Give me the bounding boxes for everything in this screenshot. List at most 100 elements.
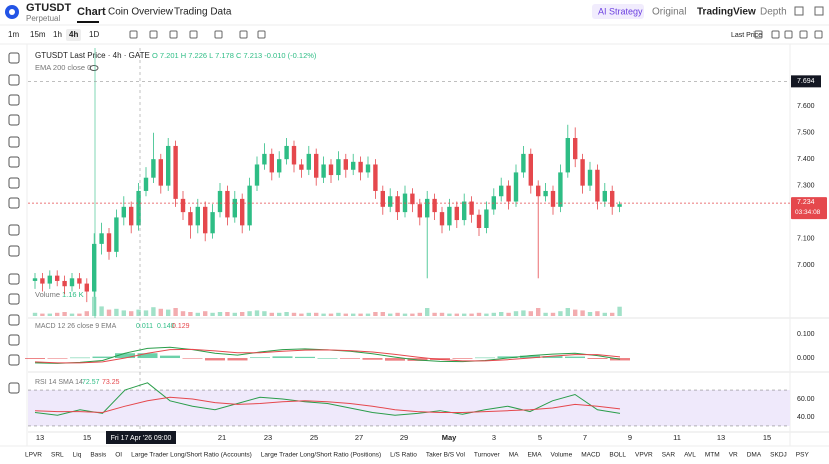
macd-histogram bbox=[70, 357, 90, 359]
volume-bar bbox=[247, 311, 252, 316]
drawing-tool[interactable] bbox=[8, 334, 20, 346]
indicator-tab[interactable]: L/S Ratio bbox=[390, 452, 417, 459]
drawing-tool[interactable] bbox=[8, 74, 20, 86]
indicator-tab[interactable]: SAR bbox=[662, 452, 676, 459]
toolbar-icon[interactable] bbox=[149, 30, 158, 39]
drawing-tool[interactable] bbox=[8, 224, 20, 236]
indicator-tab[interactable]: PSY bbox=[796, 452, 810, 459]
indicator-tab[interactable]: Turnover bbox=[474, 452, 501, 459]
indicator-tab[interactable]: VPVR bbox=[635, 452, 653, 459]
candle-body bbox=[47, 275, 52, 284]
candle-body bbox=[106, 233, 112, 252]
macd-histogram bbox=[362, 358, 383, 360]
indicator-tab[interactable]: SRL bbox=[51, 452, 64, 459]
candle-body bbox=[92, 243, 97, 292]
indicator-tab[interactable]: Large Trader Long/Short Ratio (Positions… bbox=[261, 452, 381, 459]
indicator-tab[interactable]: DMA bbox=[747, 452, 762, 459]
x-tick-label: 7 bbox=[583, 433, 587, 442]
candle-body bbox=[299, 164, 304, 170]
tab[interactable]: Chart bbox=[77, 6, 106, 18]
toolbar-icon[interactable] bbox=[257, 30, 266, 39]
candle-body bbox=[247, 185, 252, 226]
volume-bar bbox=[166, 309, 171, 316]
indicator-tab[interactable]: LPVR bbox=[25, 452, 42, 459]
drawing-tool[interactable] bbox=[8, 245, 20, 257]
x-tick-label: 27 bbox=[355, 433, 363, 442]
toolbar-icon[interactable] bbox=[799, 30, 808, 39]
indicator-tab[interactable]: MTM bbox=[705, 452, 720, 459]
toolbar-icon[interactable] bbox=[784, 30, 793, 39]
indicator-tab[interactable]: EMA bbox=[527, 452, 542, 459]
toolbar-icon[interactable] bbox=[189, 30, 198, 39]
view-tab[interactable]: Original bbox=[652, 7, 686, 18]
view-tab[interactable]: TradingView bbox=[697, 7, 756, 18]
volume-bar bbox=[99, 306, 104, 316]
drawing-tool[interactable] bbox=[8, 354, 20, 366]
indicator-tab[interactable]: Large Trader Long/Short Ratio (Accounts) bbox=[131, 452, 252, 459]
toolbar-icon[interactable] bbox=[239, 30, 248, 39]
macd-histogram bbox=[227, 358, 248, 361]
drawing-tool[interactable] bbox=[8, 314, 20, 326]
drawing-tool[interactable] bbox=[8, 197, 20, 209]
indicator-tab[interactable]: MACD bbox=[581, 452, 600, 459]
indicator-tab[interactable]: VR bbox=[729, 452, 738, 459]
volume-bar bbox=[462, 313, 467, 316]
interval[interactable]: 1h bbox=[53, 30, 62, 39]
y-tick-label: 7.600 bbox=[797, 103, 815, 110]
macd-reading: 0.140 bbox=[157, 323, 175, 330]
drawing-tool[interactable] bbox=[8, 382, 20, 394]
tab[interactable]: Coin Overview bbox=[108, 7, 174, 18]
drawing-tool[interactable] bbox=[8, 293, 20, 305]
volume-bar bbox=[558, 311, 563, 316]
interval[interactable]: 1m bbox=[8, 30, 19, 39]
indicator-tab[interactable]: AVL bbox=[684, 452, 696, 459]
price-type[interactable]: Last Price bbox=[731, 32, 762, 39]
candle-body bbox=[365, 164, 371, 173]
toolbar-icon[interactable] bbox=[129, 30, 138, 39]
volume-bar bbox=[195, 312, 200, 316]
indicator-tab[interactable]: Volume bbox=[551, 452, 573, 459]
interval[interactable]: 15m bbox=[30, 30, 46, 39]
y-tick-label: 60.00 bbox=[797, 396, 815, 403]
toolbar-icon[interactable] bbox=[754, 30, 763, 39]
x-tick-label: 29 bbox=[400, 433, 408, 442]
candle-body bbox=[262, 153, 267, 165]
volume-bar bbox=[595, 311, 600, 316]
indicator-tab[interactable]: Liq bbox=[73, 452, 82, 459]
drawing-tool[interactable] bbox=[8, 273, 20, 285]
rsi-reading: 73.25 bbox=[102, 379, 120, 386]
indicator-tab[interactable]: Taker B/S Vol bbox=[426, 452, 466, 459]
candle-body bbox=[499, 185, 504, 197]
macd-label: MACD 12 26 close 9 EMA bbox=[35, 323, 117, 330]
drawing-tool[interactable] bbox=[8, 136, 20, 148]
drawing-tool[interactable] bbox=[8, 177, 20, 189]
eye-icon[interactable] bbox=[89, 65, 99, 71]
toolbar-icon[interactable] bbox=[771, 30, 780, 39]
chart-title: GTUSDT Last Price · 4h · GATE bbox=[35, 51, 150, 60]
candle-body bbox=[358, 161, 363, 173]
view-tab[interactable]: Depth bbox=[760, 7, 787, 18]
rsi-label: RSI 14 SMA 14 bbox=[35, 379, 83, 386]
signal-line bbox=[34, 348, 621, 364]
indicator-tab[interactable]: BOLL bbox=[609, 452, 626, 459]
indicator-tab[interactable]: SKDJ bbox=[770, 452, 787, 459]
tab[interactable]: Trading Data bbox=[174, 7, 232, 18]
drawing-tool[interactable] bbox=[8, 52, 20, 64]
toolbar-icon[interactable] bbox=[214, 30, 223, 39]
ai-button[interactable]: AI Strategy bbox=[598, 6, 643, 16]
drawing-tool[interactable] bbox=[8, 156, 20, 168]
interval[interactable]: 1D bbox=[89, 30, 99, 39]
toolbar-icon[interactable] bbox=[169, 30, 178, 39]
indicator-tab[interactable]: MA bbox=[509, 452, 519, 459]
toolbar-icon[interactable] bbox=[814, 30, 823, 39]
interval[interactable]: 4h bbox=[69, 30, 78, 39]
drawing-tool[interactable] bbox=[8, 114, 20, 126]
expand-icon[interactable] bbox=[794, 6, 804, 16]
drawing-tool[interactable] bbox=[8, 94, 20, 106]
symbol[interactable]: GTUSDT bbox=[26, 2, 72, 14]
macd-histogram bbox=[160, 355, 180, 359]
popout-icon[interactable] bbox=[814, 6, 824, 16]
indicator-tab[interactable]: Basis bbox=[90, 452, 107, 459]
indicator-tab[interactable]: OI bbox=[115, 452, 122, 459]
macd-histogram bbox=[25, 358, 45, 359]
